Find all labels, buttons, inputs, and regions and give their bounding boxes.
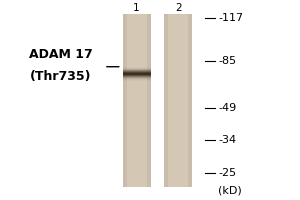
Bar: [122, 14, 151, 187]
Text: 1: 1: [133, 3, 140, 13]
Bar: [122, 67, 151, 68]
Text: (Thr735): (Thr735): [30, 70, 92, 83]
Text: ADAM 17: ADAM 17: [29, 48, 93, 61]
Bar: [122, 69, 151, 70]
Bar: [122, 74, 151, 75]
Text: (kD): (kD): [218, 186, 242, 196]
Bar: [122, 73, 151, 74]
Bar: [122, 76, 151, 77]
Bar: [122, 68, 151, 69]
Bar: [146, 14, 151, 187]
Bar: [122, 75, 151, 76]
Text: -49: -49: [218, 103, 237, 113]
Text: -85: -85: [218, 56, 236, 66]
Text: 2: 2: [175, 3, 181, 13]
Text: -117: -117: [218, 13, 244, 23]
Bar: [122, 80, 151, 81]
Bar: [122, 70, 151, 71]
Bar: [122, 72, 151, 73]
Bar: [122, 79, 151, 80]
Text: -25: -25: [218, 168, 236, 178]
Bar: [164, 14, 168, 187]
Bar: [188, 14, 192, 187]
Bar: [122, 14, 127, 187]
Bar: [122, 71, 151, 72]
Bar: [122, 78, 151, 79]
Text: -34: -34: [218, 135, 236, 145]
Bar: [122, 77, 151, 78]
Bar: [164, 14, 192, 187]
